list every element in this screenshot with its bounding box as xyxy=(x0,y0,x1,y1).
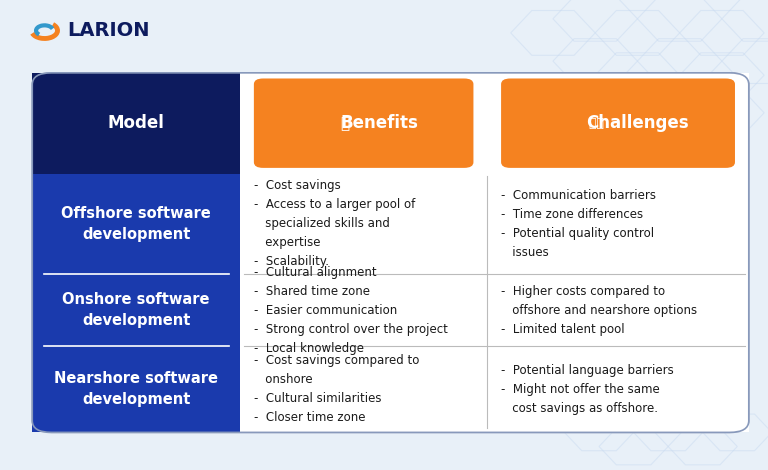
Text: -  Potential language barriers
-  Might not offer the same
   cost savings as of: - Potential language barriers - Might no… xyxy=(501,364,674,415)
Text: -  Higher costs compared to
   offshore and nearshore options
-  Limited talent : - Higher costs compared to offshore and … xyxy=(501,285,697,336)
Bar xyxy=(32,85,240,173)
Bar xyxy=(32,173,240,185)
Bar xyxy=(221,73,240,173)
Text: -  Cost savings
-  Access to a larger pool of
   specialized skills and
   exper: - Cost savings - Access to a larger pool… xyxy=(254,180,415,268)
Text: -  Cultural alignment
-  Shared time zone
-  Easier communication
-  Strong cont: - Cultural alignment - Shared time zone … xyxy=(254,266,448,355)
Text: Benefits: Benefits xyxy=(340,114,418,132)
Bar xyxy=(221,173,240,432)
Bar xyxy=(32,73,240,173)
Text: -  Cost savings compared to
   onshore
-  Cultural similarities
-  Closer time z: - Cost savings compared to onshore - Cul… xyxy=(254,354,419,424)
Bar xyxy=(51,73,240,173)
Text: Challenges: Challenges xyxy=(586,114,689,132)
Text: Offshore software
development: Offshore software development xyxy=(61,206,211,242)
Text: -  Communication barriers
-  Time zone differences
-  Potential quality control
: - Communication barriers - Time zone dif… xyxy=(501,189,656,259)
FancyBboxPatch shape xyxy=(32,73,749,432)
Bar xyxy=(32,173,240,432)
Text: LARION: LARION xyxy=(68,21,150,40)
Text: Model: Model xyxy=(108,114,164,132)
Text: 📊: 📊 xyxy=(340,116,349,131)
Text: Nearshore software
development: Nearshore software development xyxy=(55,371,218,407)
FancyBboxPatch shape xyxy=(254,78,473,168)
Text: 🧑‍💻: 🧑‍💻 xyxy=(589,117,604,130)
Bar xyxy=(32,173,51,432)
FancyBboxPatch shape xyxy=(32,73,240,173)
Text: Onshore software
development: Onshore software development xyxy=(62,292,210,328)
FancyBboxPatch shape xyxy=(501,78,735,168)
FancyBboxPatch shape xyxy=(32,173,240,432)
Bar xyxy=(32,421,240,432)
Bar xyxy=(240,73,749,432)
